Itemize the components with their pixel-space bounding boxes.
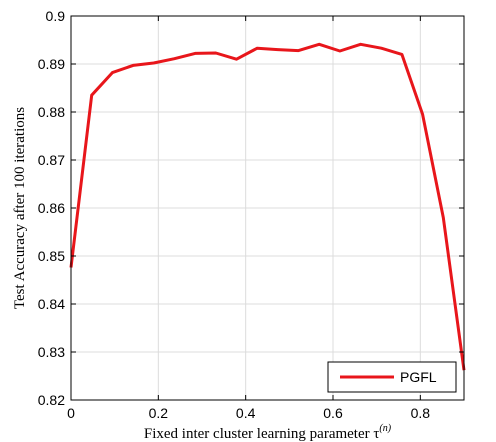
- y-tick-label: 0.87: [38, 152, 65, 168]
- y-axis-title: Test Accuracy after 100 iterations: [12, 107, 28, 309]
- legend: PGFL: [327, 361, 457, 393]
- x-tick-label: 0.8: [411, 405, 431, 421]
- y-tick-label: 0.9: [46, 8, 66, 24]
- y-tick-label: 0.83: [38, 344, 65, 360]
- y-tick-label: 0.85: [38, 248, 65, 264]
- y-tick-label: 0.84: [38, 296, 65, 312]
- y-tick-label: 0.82: [38, 392, 65, 408]
- x-tick-label: 0.6: [323, 405, 343, 421]
- x-tick-label: 0: [67, 405, 75, 421]
- y-tick-label: 0.86: [38, 200, 65, 216]
- y-grid-lines: [71, 15, 464, 401]
- x-axis-title-superscript: (n): [379, 423, 391, 434]
- series-layer: [69, 42, 466, 371]
- series-line-pgfl: [69, 42, 466, 371]
- x-tick-label: 0.4: [236, 405, 256, 421]
- x-tick-labels: 0 0.2 0.4 0.6 0.8: [67, 405, 430, 421]
- x-axis-title: Fixed inter cluster learning parameter τ…: [144, 423, 392, 442]
- legend-label-pgfl: PGFL: [400, 369, 437, 385]
- y-tick-label: 0.89: [38, 56, 65, 72]
- axis-ticks: [70, 15, 464, 401]
- y-tick-labels: 0.82 0.83 0.84 0.85 0.86 0.87 0.88 0.89 0.9: [38, 8, 65, 408]
- y-tick-label: 0.88: [38, 104, 65, 120]
- x-tick-label: 0.2: [149, 405, 169, 421]
